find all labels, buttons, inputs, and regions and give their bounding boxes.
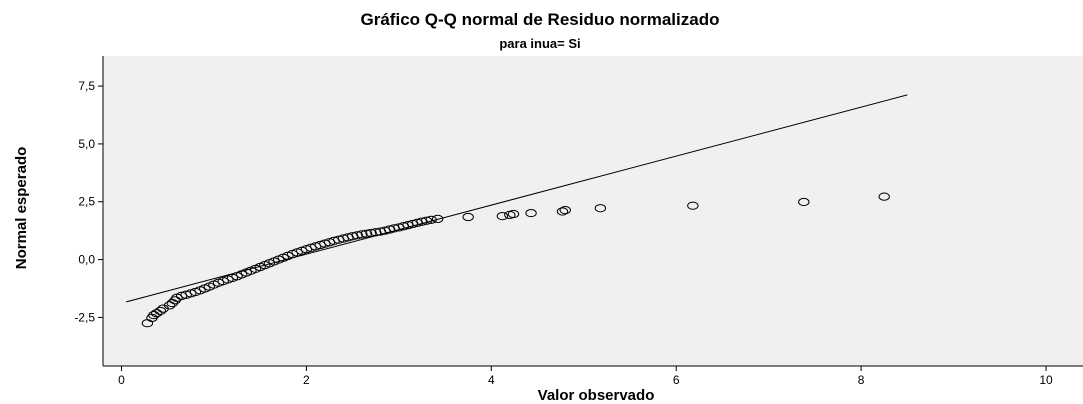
data-point (163, 301, 176, 310)
y-tick-label: 7,5 (78, 79, 95, 93)
plot-area (103, 56, 1083, 366)
data-point (370, 228, 382, 237)
data-point (351, 231, 363, 240)
chart-subtitle: para inua= Si (499, 36, 580, 51)
data-point (878, 192, 890, 201)
data-point (148, 311, 160, 320)
x-tick-label: 2 (303, 373, 310, 387)
y-tick-label: -2,5 (74, 310, 95, 324)
data-point (431, 214, 444, 223)
data-point (360, 229, 373, 238)
data-point (346, 232, 359, 241)
data-point (525, 208, 537, 218)
data-point (556, 207, 569, 216)
x-tick-label: 8 (858, 373, 865, 387)
data-point (420, 216, 433, 225)
data-point (150, 309, 163, 318)
data-point (798, 197, 810, 207)
x-tick-label: 0 (118, 373, 125, 387)
data-point (507, 209, 520, 219)
data-point (496, 211, 509, 221)
chart-title: Gráfico Q-Q normal de Residuo normalizad… (361, 10, 720, 29)
data-point (356, 230, 368, 239)
y-axis-title: Normal esperado (13, 147, 30, 270)
x-tick-label: 10 (1039, 373, 1053, 387)
y-tick-label: 5,0 (78, 137, 95, 151)
x-tick-label: 4 (488, 373, 495, 387)
data-point (687, 201, 699, 210)
data-point (425, 215, 437, 224)
data-point (462, 212, 474, 222)
data-point (416, 217, 428, 226)
data-point (154, 306, 167, 316)
reference-line (125, 94, 908, 303)
x-tick-label: 6 (673, 373, 680, 387)
data-point (365, 228, 377, 238)
data-point (594, 204, 607, 213)
y-tick-label: 0,0 (78, 253, 95, 267)
x-axis-title: Valor observado (538, 387, 655, 404)
data-point (559, 205, 571, 215)
y-tick-label: 2,5 (78, 195, 95, 209)
